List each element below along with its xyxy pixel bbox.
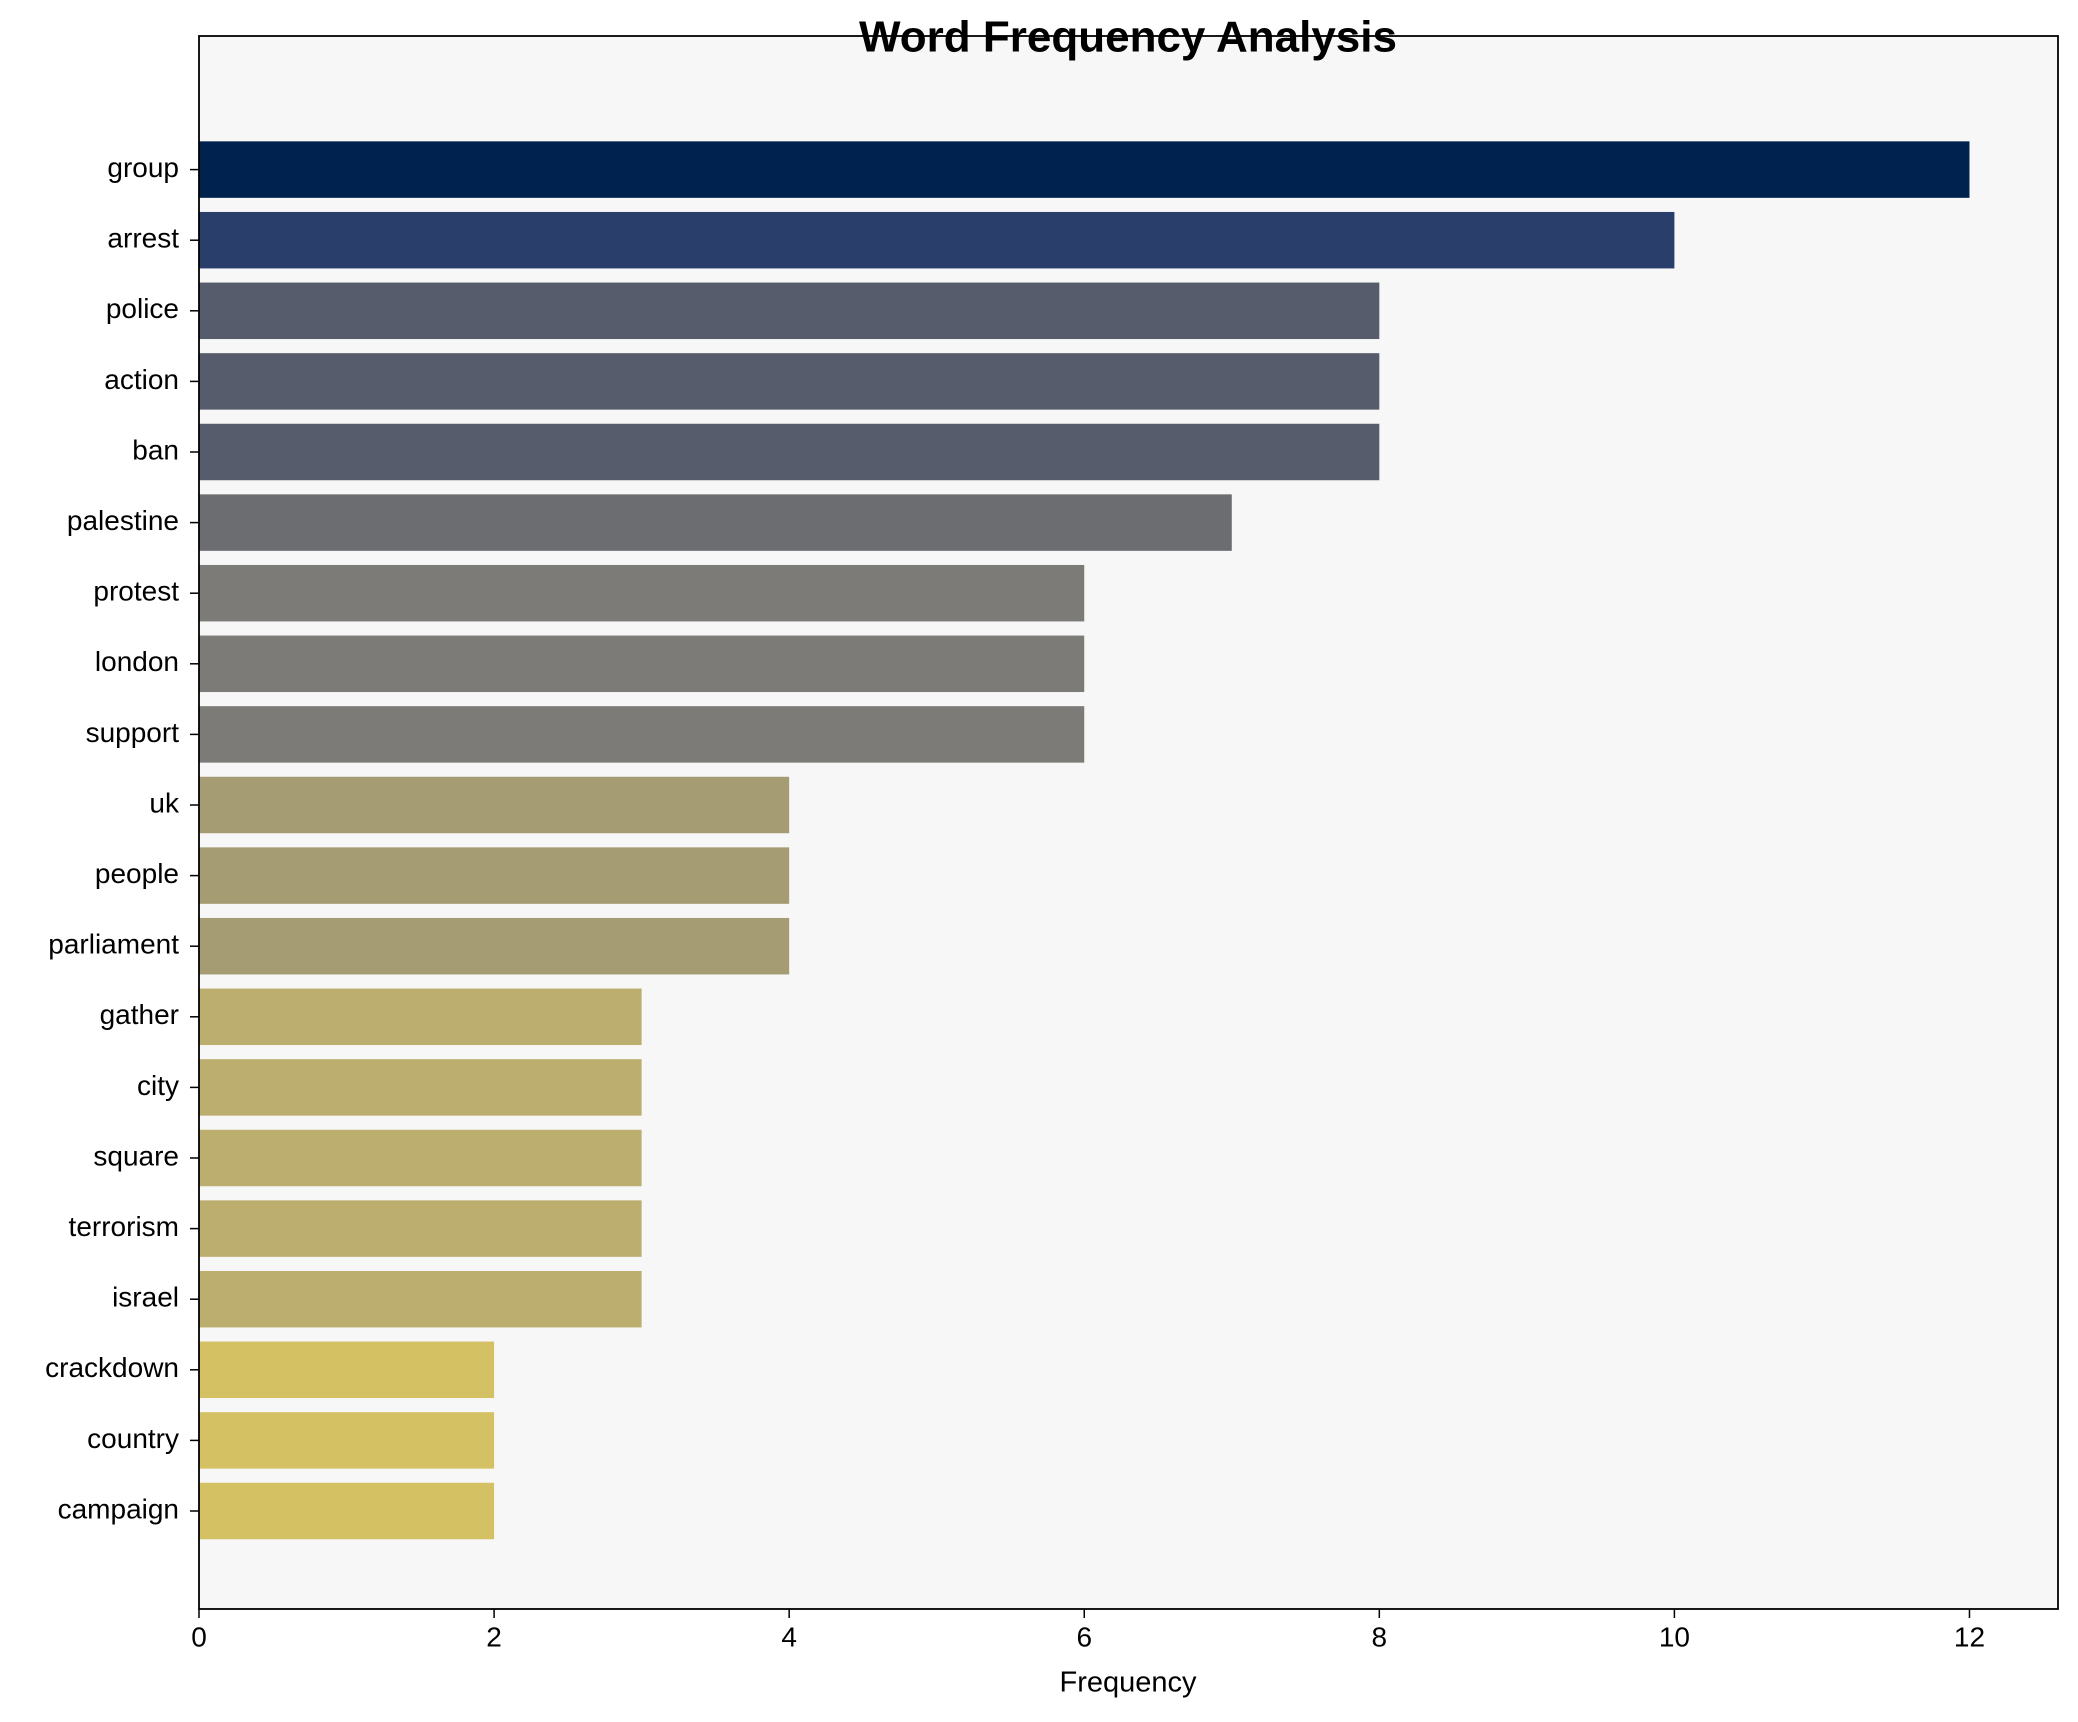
bar bbox=[199, 564, 1085, 622]
plot-frame bbox=[198, 35, 2059, 1610]
x-tick-label: 12 bbox=[1954, 1621, 1985, 1652]
y-tick-label: ban bbox=[132, 434, 179, 465]
x-tick-label: 0 bbox=[191, 1621, 207, 1652]
y-tick-label: uk bbox=[149, 787, 180, 818]
y-tick-label: parliament bbox=[48, 929, 179, 960]
y-tick-label: campaign bbox=[58, 1493, 179, 1524]
bar bbox=[199, 847, 790, 904]
bar bbox=[199, 1341, 495, 1399]
bar bbox=[199, 635, 1085, 693]
bar bbox=[199, 141, 1970, 198]
y-tick-label: country bbox=[87, 1423, 179, 1454]
y-tick-label: london bbox=[95, 646, 179, 677]
y-tick-label: crackdown bbox=[45, 1352, 179, 1383]
bar bbox=[199, 1200, 642, 1257]
y-tick-label: action bbox=[104, 364, 179, 395]
bar bbox=[199, 282, 1380, 340]
y-tick-label: support bbox=[86, 717, 180, 748]
x-axis-label: Frequency bbox=[1059, 1667, 1197, 1699]
bar bbox=[199, 917, 790, 975]
y-tick-label: police bbox=[106, 293, 179, 324]
y-tick-label: group bbox=[107, 152, 179, 183]
bar bbox=[199, 423, 1380, 481]
bar bbox=[199, 1270, 642, 1328]
bar bbox=[199, 494, 1232, 551]
bar bbox=[199, 988, 642, 1046]
bar bbox=[199, 1059, 642, 1116]
bar bbox=[199, 353, 1380, 410]
bar bbox=[199, 776, 790, 834]
bar bbox=[199, 706, 1085, 763]
y-tick-label: gather bbox=[100, 999, 179, 1030]
x-tick-label: 6 bbox=[1076, 1621, 1092, 1652]
bar bbox=[199, 1482, 495, 1540]
y-tick-label: square bbox=[93, 1140, 179, 1171]
y-tick-label: terrorism bbox=[69, 1211, 179, 1242]
y-tick-label: israel bbox=[112, 1282, 179, 1313]
x-tick-label: 2 bbox=[486, 1621, 502, 1652]
chart-title: Word Frequency Analysis bbox=[859, 13, 1397, 62]
x-tick-label: 10 bbox=[1659, 1621, 1690, 1652]
y-tick-label: people bbox=[95, 858, 179, 889]
x-tick-label: 4 bbox=[781, 1621, 797, 1652]
y-tick-label: palestine bbox=[67, 505, 179, 536]
bar bbox=[199, 1129, 642, 1187]
bar bbox=[199, 211, 1675, 269]
y-tick-label: protest bbox=[93, 576, 179, 607]
y-tick-label: arrest bbox=[107, 223, 179, 254]
bar bbox=[199, 1412, 495, 1469]
y-tick-label: city bbox=[137, 1070, 179, 1101]
x-tick-label: 8 bbox=[1372, 1621, 1388, 1652]
